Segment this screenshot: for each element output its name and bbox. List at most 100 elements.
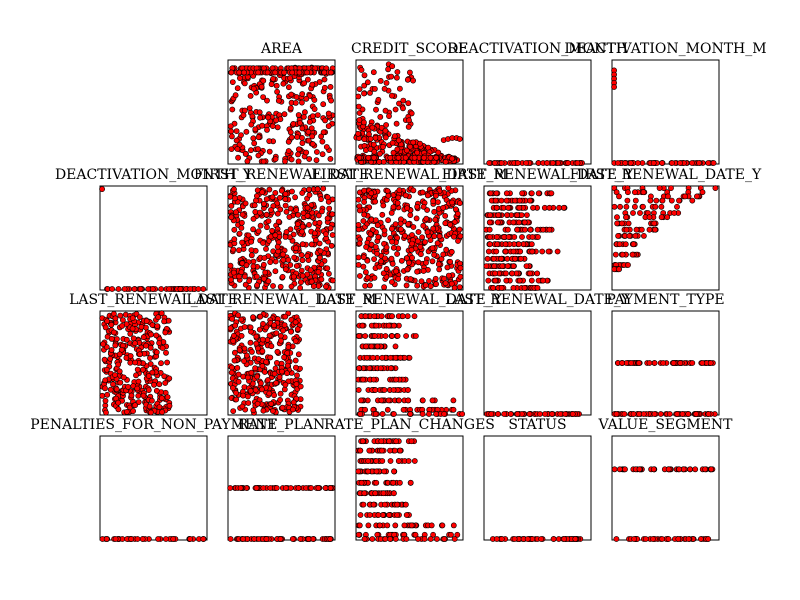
scatter-point bbox=[268, 207, 274, 213]
scatter-point bbox=[372, 387, 379, 393]
scatter-point bbox=[112, 315, 119, 322]
scatter-point bbox=[231, 349, 238, 356]
scatter-point bbox=[385, 397, 392, 404]
scatter-point bbox=[519, 190, 525, 197]
scatter-point bbox=[401, 522, 408, 529]
scatter-point bbox=[615, 232, 621, 239]
scatter-point bbox=[498, 197, 505, 204]
scatter-point bbox=[236, 247, 242, 254]
scatter-point bbox=[136, 314, 143, 320]
scatter-point bbox=[381, 284, 387, 291]
scatter-point bbox=[317, 248, 324, 254]
scatter-point bbox=[535, 190, 542, 197]
scatter-point bbox=[299, 228, 305, 235]
scatter-point bbox=[293, 245, 299, 251]
scatter-point bbox=[666, 411, 673, 417]
scatter-point bbox=[404, 205, 410, 211]
scatter-point bbox=[612, 251, 619, 258]
scatter-point bbox=[295, 112, 302, 118]
scatter-point bbox=[378, 438, 385, 445]
scatter-point bbox=[398, 257, 405, 264]
scatter-point bbox=[527, 226, 534, 233]
scatter-point bbox=[285, 256, 292, 263]
scatter-point bbox=[297, 279, 304, 286]
scatter-point bbox=[411, 154, 418, 161]
scatter-point bbox=[443, 246, 450, 253]
scatter-point bbox=[405, 458, 412, 464]
scatter-point bbox=[132, 402, 138, 409]
scatter-point bbox=[414, 203, 420, 210]
scatter-point bbox=[371, 154, 377, 161]
scatter-point bbox=[434, 240, 441, 247]
scatter-point bbox=[99, 186, 105, 192]
scatter-point bbox=[230, 246, 237, 253]
scatter-point bbox=[388, 209, 395, 216]
scatter-point bbox=[297, 284, 303, 291]
scatter-point bbox=[379, 354, 386, 361]
scatter-point bbox=[510, 248, 517, 255]
scatter-point bbox=[633, 226, 640, 233]
scatter-point bbox=[675, 536, 682, 542]
scatter-point bbox=[419, 234, 425, 241]
scatter-point bbox=[104, 318, 110, 325]
scatter-point bbox=[253, 333, 260, 340]
scatter-point bbox=[269, 194, 276, 201]
scatter-point bbox=[539, 248, 546, 255]
scatter-point bbox=[282, 266, 289, 273]
scatter-point bbox=[397, 226, 404, 233]
scatter-point bbox=[153, 349, 160, 356]
scatter-point bbox=[501, 411, 508, 417]
scatter-point bbox=[322, 485, 329, 491]
scatter-point bbox=[303, 95, 310, 102]
scatter-point bbox=[248, 238, 255, 245]
scatter-point bbox=[295, 211, 301, 218]
scatter-point bbox=[705, 536, 712, 542]
scatter-point bbox=[382, 333, 389, 339]
scatter-point bbox=[147, 409, 154, 416]
scatter-point bbox=[103, 536, 110, 542]
scatter-point bbox=[386, 113, 392, 119]
scatter-point bbox=[490, 255, 497, 262]
scatter-point bbox=[405, 397, 412, 404]
scatter-point bbox=[115, 406, 122, 413]
scatter-point bbox=[491, 263, 498, 269]
scatter-point bbox=[668, 185, 674, 191]
scatter-point bbox=[415, 259, 422, 266]
scatter-point bbox=[271, 392, 277, 399]
scatter-point bbox=[498, 284, 505, 291]
scatter-point bbox=[689, 360, 696, 366]
scatter-point bbox=[170, 536, 177, 542]
scatter-point bbox=[236, 273, 242, 280]
scatter-point bbox=[324, 265, 331, 272]
panel-title: DEACTIVATION_MONTH_Y bbox=[55, 167, 253, 183]
scatter-point bbox=[241, 324, 248, 330]
scatter-point bbox=[519, 234, 525, 240]
scatter-point bbox=[273, 117, 279, 124]
scatter-point bbox=[540, 277, 546, 284]
scatter-point bbox=[228, 146, 235, 152]
scatter-point bbox=[411, 313, 418, 320]
scatter-point bbox=[637, 210, 643, 216]
scatter-point bbox=[296, 69, 303, 76]
scatter-point bbox=[514, 160, 521, 166]
scatter-point bbox=[274, 88, 280, 95]
scatter-point bbox=[447, 221, 454, 228]
scatter-point bbox=[271, 370, 278, 377]
scatter-point bbox=[318, 276, 325, 283]
scatter-point bbox=[308, 241, 315, 248]
scatter-point bbox=[375, 512, 382, 518]
scatter-point bbox=[410, 139, 417, 146]
scatter-point bbox=[112, 372, 118, 378]
scatter-point bbox=[231, 236, 238, 243]
panel-title: PAYMENT_TYPE bbox=[606, 292, 724, 308]
scatter-point bbox=[515, 241, 522, 248]
scatter-point bbox=[440, 204, 447, 211]
scatter-point bbox=[316, 240, 323, 247]
scatter-point bbox=[486, 241, 493, 248]
scatter-point bbox=[492, 197, 499, 204]
scatter-point bbox=[372, 134, 379, 141]
scatter-point bbox=[236, 75, 243, 81]
scatter-point bbox=[299, 241, 306, 248]
scatter-point bbox=[410, 224, 417, 230]
scatter-point bbox=[395, 458, 402, 464]
